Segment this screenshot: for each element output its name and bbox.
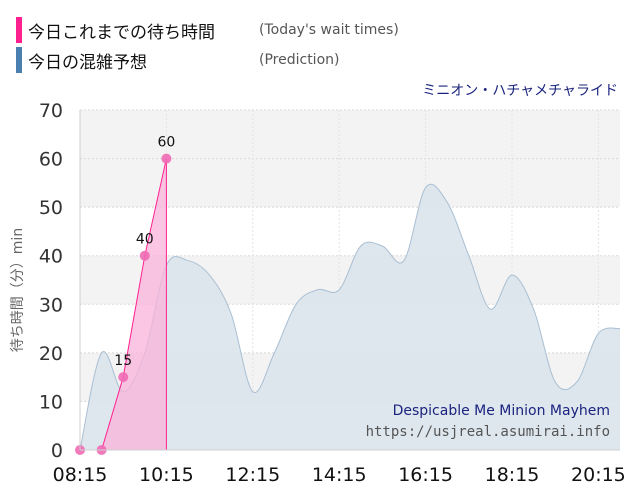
- y-axis-label: 待ち時間（分）min: [10, 228, 26, 352]
- x-tick-label: 16:15: [398, 464, 453, 486]
- actual-point: [139, 250, 150, 261]
- watermark-title: Despicable Me Minion Mayhem: [392, 403, 610, 419]
- y-tick-label: 30: [39, 294, 63, 316]
- legend-prediction-label-en: (Prediction): [259, 52, 340, 68]
- legend-actual-label: 今日これまでの待ち時間: [28, 22, 215, 43]
- y-tick-label: 40: [39, 246, 63, 268]
- y-tick-label: 20: [39, 343, 63, 365]
- legend-actual: 今日これまでの待ち時間 (Today's wait times): [16, 17, 399, 43]
- actual-point: [118, 372, 129, 383]
- x-tick-label: 20:15: [571, 464, 626, 486]
- y-tick-label: 0: [51, 440, 63, 462]
- x-tick-label: 12:15: [225, 464, 280, 486]
- data-label: 15: [114, 353, 132, 369]
- x-tick-label: 08:15: [53, 464, 108, 486]
- prediction-area: [80, 184, 620, 450]
- data-label: 40: [136, 232, 154, 248]
- x-tick-label: 14:15: [312, 464, 367, 486]
- legend-actual-label-en: (Today's wait times): [259, 22, 399, 38]
- ride-name: ミニオン・ハチャメチャライド: [422, 83, 618, 99]
- legend-actual-swatch: [16, 17, 22, 43]
- grid-band: [80, 110, 620, 159]
- legend-prediction: 今日の混雑予想 (Prediction): [16, 47, 339, 73]
- x-tick-label: 18:15: [485, 464, 540, 486]
- y-tick-label: 60: [39, 149, 63, 171]
- y-tick-label: 70: [39, 100, 63, 122]
- y-tick-label: 10: [39, 391, 63, 413]
- actual-area: [80, 158, 167, 451]
- legend-prediction-label: 今日の混雑予想: [28, 52, 147, 73]
- actual-point: [161, 153, 172, 164]
- data-label: 60: [157, 135, 175, 151]
- watermark-url: https://usjreal.asumirai.info: [365, 424, 610, 440]
- y-tick-label: 50: [39, 197, 63, 219]
- legend-prediction-swatch: [16, 47, 22, 73]
- grid-band: [80, 158, 620, 208]
- x-tick-label: 10:15: [139, 464, 194, 486]
